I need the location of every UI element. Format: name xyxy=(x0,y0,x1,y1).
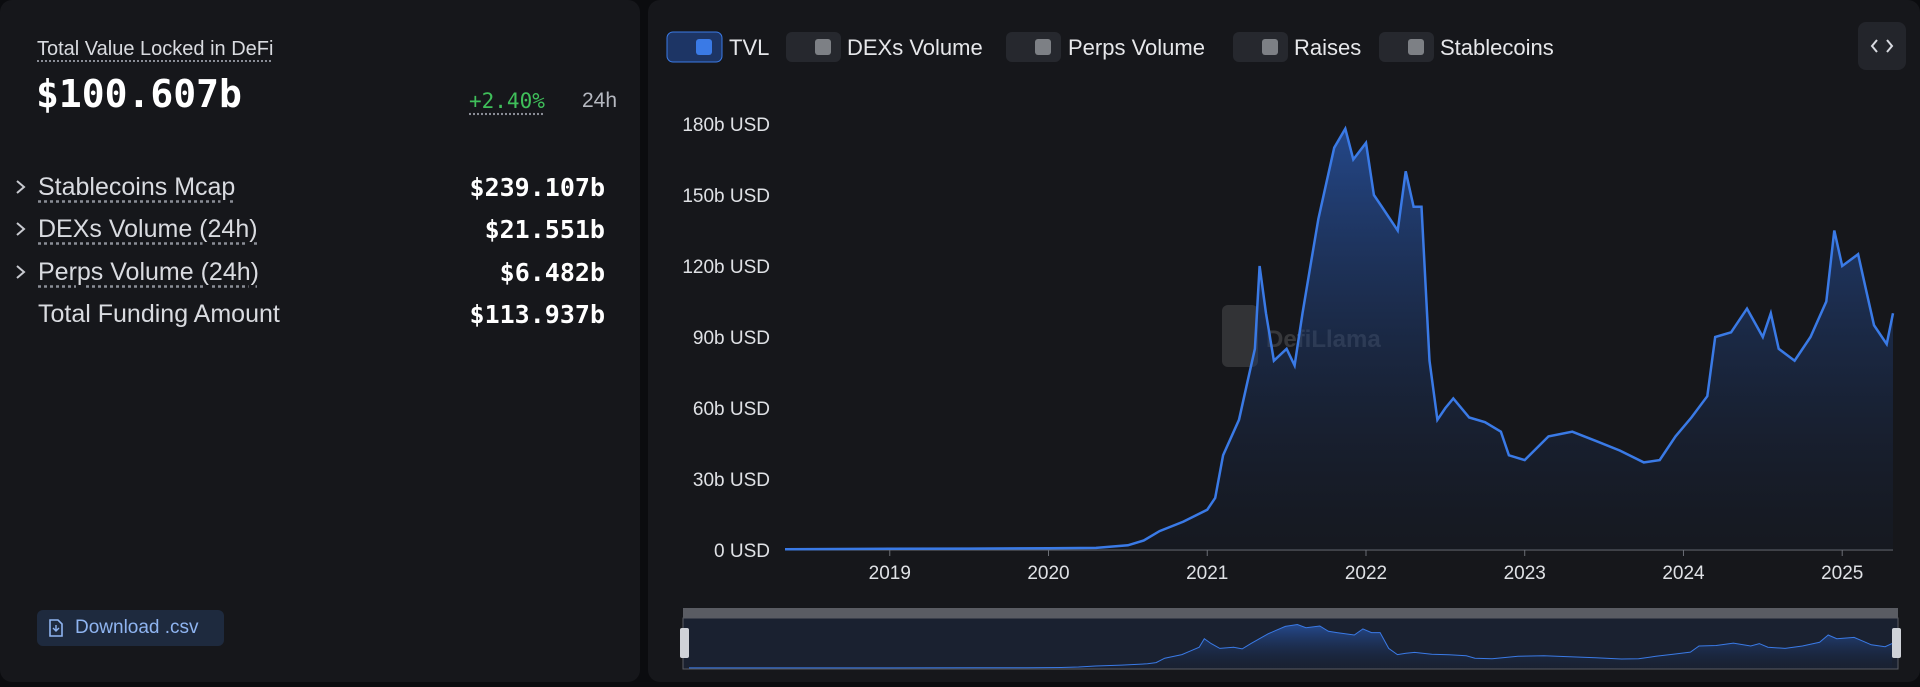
legend-toggle[interactable]: Stablecoins xyxy=(1379,32,1554,62)
row-value: $21.551b xyxy=(484,215,605,244)
y-tick-label: 60b USD xyxy=(693,399,770,420)
x-tick-label: 2020 xyxy=(1027,563,1069,584)
x-tick-label: 2022 xyxy=(1345,563,1387,584)
brush-handle-bar[interactable] xyxy=(683,608,1898,618)
watermark-logo xyxy=(1222,305,1258,367)
download-label: Download .csv xyxy=(75,617,199,638)
summary-panel: Total Value Locked in DeFi $100.607b +2.… xyxy=(0,0,640,682)
file-icon xyxy=(49,619,63,637)
area xyxy=(689,624,1892,668)
code-button[interactable] xyxy=(1858,22,1906,70)
toggle-label: TVL xyxy=(729,35,769,60)
y-tick-label: 120b USD xyxy=(682,257,770,278)
toggle-swatch xyxy=(1262,39,1278,55)
row-value: $6.482b xyxy=(499,258,605,287)
row[interactable]: DEXs Volume (24h) $21.551b xyxy=(0,214,640,246)
chevron xyxy=(16,180,26,194)
line xyxy=(689,623,1893,669)
toggle-swatch xyxy=(696,39,712,55)
tvl-value: $100.607b xyxy=(36,72,242,116)
brush-right-handle[interactable] xyxy=(1892,628,1901,658)
toggle-label: Stablecoins xyxy=(1440,35,1554,60)
toggle-label: Perps Volume xyxy=(1068,35,1205,60)
legend-toggle[interactable]: DEXs Volume xyxy=(786,32,983,62)
toggle-swatch xyxy=(1408,39,1424,55)
x-tick-label: 2021 xyxy=(1186,563,1228,584)
toggle-swatch xyxy=(1035,39,1051,55)
row-value: $239.107b xyxy=(469,173,605,202)
x-tick-label: 2024 xyxy=(1662,563,1705,584)
change-period: 24h xyxy=(582,89,618,112)
y-tick-label: 180b USD xyxy=(682,115,770,136)
x-tick-label: 2025 xyxy=(1821,563,1863,584)
chevron xyxy=(16,222,26,236)
download-button[interactable]: Download .csv xyxy=(37,610,224,646)
y-tick-label: 0 USD xyxy=(714,541,770,562)
chart-panel xyxy=(648,0,1920,682)
toggle-box xyxy=(666,31,723,63)
chevron xyxy=(16,265,26,279)
line xyxy=(784,125,1895,551)
toggle-box xyxy=(1006,32,1061,62)
x-tick-label: 2019 xyxy=(869,563,911,584)
row[interactable]: Stablecoins Mcap $239.107b xyxy=(0,172,640,204)
toggle-box xyxy=(1233,32,1288,62)
row-label: Stablecoins Mcap xyxy=(38,173,236,201)
legend-toggle[interactable]: Perps Volume xyxy=(1006,32,1205,62)
button-bg xyxy=(1858,22,1906,70)
code-icon xyxy=(1870,39,1894,53)
toggle-label: Raises xyxy=(1294,35,1361,60)
toggle-swatch xyxy=(815,39,831,55)
row-label: DEXs Volume (24h) xyxy=(38,215,258,243)
toggle-box xyxy=(786,32,841,62)
row-label: Total Funding Amount xyxy=(38,300,280,328)
toggle-label: DEXs Volume xyxy=(847,35,983,60)
toggle-box xyxy=(1379,32,1434,62)
y-tick-label: 150b USD xyxy=(682,186,770,207)
legend-toggle[interactable]: TVL xyxy=(666,31,769,63)
row: Total Funding Amount $113.937b xyxy=(0,299,640,331)
area xyxy=(785,128,1893,550)
row-label: Perps Volume (24h) xyxy=(38,258,259,286)
y-tick-label: 30b USD xyxy=(693,470,770,491)
y-tick-label: 90b USD xyxy=(693,328,770,349)
brush-left-handle[interactable] xyxy=(680,628,689,658)
legend-toggle[interactable]: Raises xyxy=(1233,32,1361,62)
row-value: $113.937b xyxy=(469,300,605,329)
row[interactable]: Perps Volume (24h) $6.482b xyxy=(0,257,640,289)
tvl-change: +2.40% xyxy=(469,89,545,113)
tvl-title: Total Value Locked in DeFi xyxy=(37,38,274,60)
x-tick-label: 2023 xyxy=(1504,563,1546,584)
